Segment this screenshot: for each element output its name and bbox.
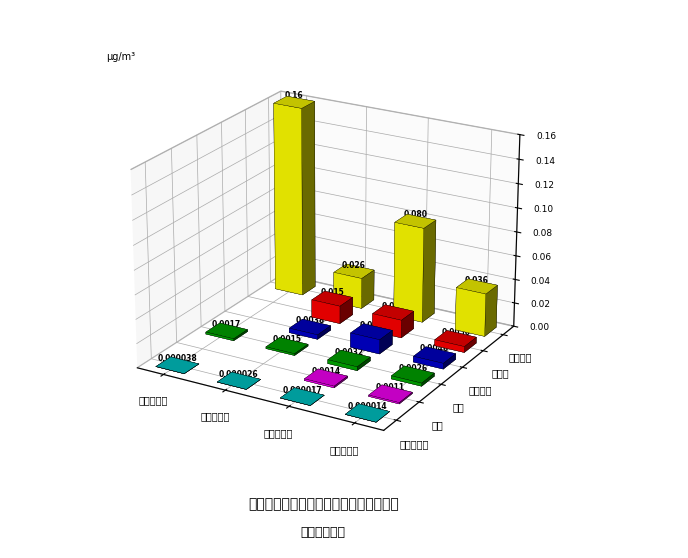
Text: （金属類１）: （金属類１）	[301, 526, 346, 538]
Text: μg/m³: μg/m³	[106, 52, 135, 62]
Text: 平成２０年度有害大気汚染物質年平均値: 平成２０年度有害大気汚染物質年平均値	[248, 497, 399, 511]
